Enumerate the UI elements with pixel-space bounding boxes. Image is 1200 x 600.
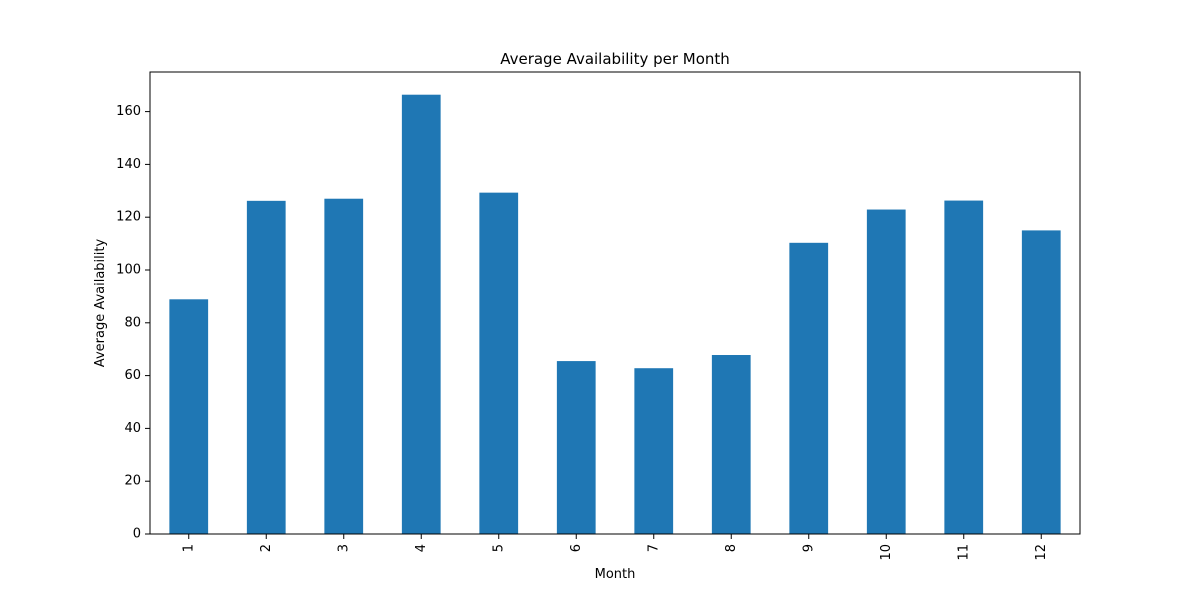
y-tick-label: 120: [116, 210, 141, 225]
y-tick-label: 40: [124, 421, 141, 436]
x-axis-label: Month: [595, 567, 636, 582]
x-axis: 1 2 3 4 5 6 7 8 9 10 11 12: [181, 534, 1049, 561]
y-axis: 0 20 40 60 80 100 120 140 160: [116, 104, 150, 542]
x-tick-label: 7: [646, 544, 661, 552]
y-tick-label: 160: [116, 104, 141, 119]
x-tick-label: 4: [414, 544, 429, 552]
x-tick-label: 10: [879, 544, 894, 561]
bar-month-1: [169, 299, 209, 534]
x-tick-label: 6: [569, 544, 584, 552]
x-tick-label: 3: [336, 544, 351, 552]
y-axis-label: Average Availability: [93, 239, 108, 368]
bar-month-5: [479, 192, 519, 534]
y-tick-label: 100: [116, 263, 141, 278]
bar-month-6: [556, 361, 596, 534]
bar-month-8: [711, 355, 751, 534]
bar-month-2: [246, 200, 286, 534]
y-tick-label: 0: [133, 527, 141, 542]
x-tick-label: 11: [956, 544, 971, 561]
bar-month-11: [944, 200, 984, 534]
x-tick-label: 5: [491, 544, 506, 552]
x-tick-label: 2: [259, 544, 274, 552]
y-tick-label: 20: [124, 474, 141, 489]
chart-title: Average Availability per Month: [500, 50, 730, 68]
bar-month-9: [789, 242, 829, 535]
plot-frame: [149, 71, 1081, 535]
x-tick-label: 1: [181, 544, 196, 552]
x-tick-label: 12: [1034, 544, 1049, 561]
bars-group: [169, 94, 1061, 535]
y-tick-label: 140: [116, 157, 141, 172]
bar-month-4: [401, 94, 441, 534]
x-tick-label: 8: [724, 544, 739, 552]
bar-month-3: [324, 198, 364, 534]
bar-month-12: [1021, 230, 1061, 534]
y-tick-label: 80: [124, 315, 141, 330]
x-tick-label: 9: [801, 544, 816, 552]
y-tick-label: 60: [124, 368, 141, 383]
bar-month-7: [634, 368, 674, 534]
bar-month-10: [866, 209, 906, 534]
